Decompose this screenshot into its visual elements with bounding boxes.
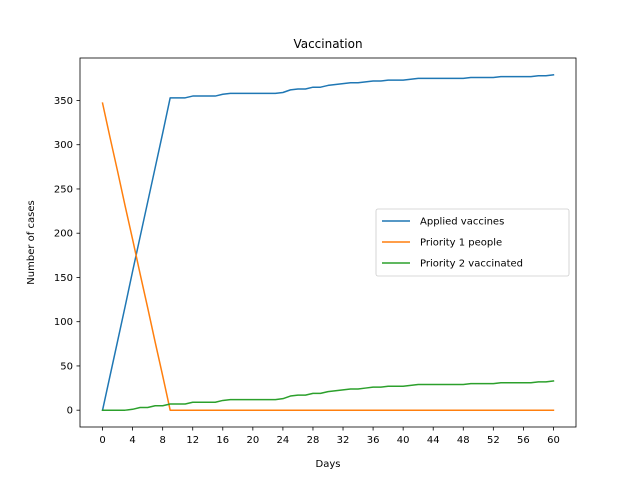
x-tick-label: 56 (517, 435, 530, 446)
series-line-2 (101, 380, 555, 411)
y-axis-ticks: 0 50 100 150 200 250 300 350 (54, 96, 80, 417)
x-tick-label: 36 (367, 435, 380, 446)
y-tick-label: 200 (54, 229, 73, 240)
y-tick-label: 250 (54, 184, 73, 195)
x-tick-label: 60 (547, 435, 560, 446)
y-tick-label: 350 (54, 96, 73, 107)
x-tick-label: 44 (427, 435, 440, 446)
x-tick-label: 4 (129, 435, 135, 446)
y-tick-label: 0 (67, 406, 73, 417)
x-tick-label: 20 (246, 435, 259, 446)
x-tick-label: 52 (487, 435, 500, 446)
legend-label-2: Priority 2 vaccinated (420, 259, 523, 270)
x-tick-label: 8 (159, 435, 165, 446)
legend-label-1: Priority 1 people (420, 238, 502, 249)
y-tick-label: 100 (54, 317, 73, 328)
series-line-0 (101, 73, 555, 412)
x-axis-label: Days (316, 459, 341, 470)
x-tick-label: 16 (216, 435, 229, 446)
plot-lines (101, 73, 555, 412)
legend-box (375, 208, 570, 277)
axes-frame (79, 57, 577, 428)
legend-label-0: Applied vaccines (420, 217, 504, 228)
y-tick-label: 150 (54, 273, 73, 284)
x-tick-label: 24 (277, 435, 290, 446)
y-tick-label: 300 (54, 140, 73, 151)
x-tick-label: 32 (337, 435, 350, 446)
x-tick-label: 28 (307, 435, 320, 446)
y-tick-label: 50 (60, 361, 73, 372)
x-axis-ticks: 0 4 8 12 16 20 24 28 32 36 40 44 48 52 56 60 (99, 427, 560, 446)
x-tick-label: 48 (457, 435, 470, 446)
series-line-1 (101, 102, 555, 411)
y-axis-label: Number of cases (26, 200, 37, 284)
chart-title: Vaccination (293, 37, 362, 51)
x-tick-label: 40 (397, 435, 410, 446)
legend: Applied vaccines Priority 1 people Priorit… (375, 208, 570, 277)
x-tick-label: 12 (186, 435, 199, 446)
x-tick-label: 0 (99, 435, 105, 446)
